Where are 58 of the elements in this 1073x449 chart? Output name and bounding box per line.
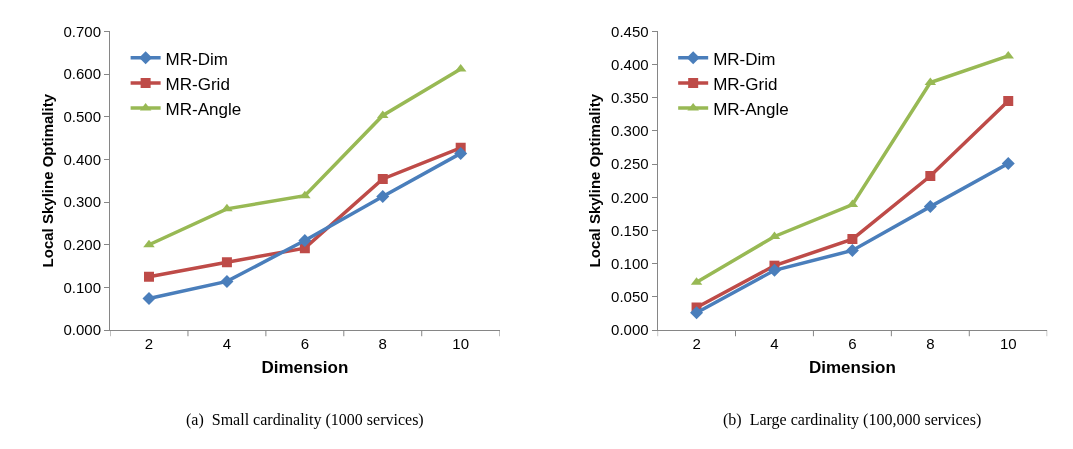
legend-label: MR-Grid (713, 74, 778, 94)
x-tick-label: 6 (848, 335, 857, 353)
point (847, 234, 858, 245)
point (142, 291, 156, 305)
legend-label: MR-Dim (165, 49, 228, 69)
x-tick-label: 8 (378, 335, 387, 353)
point (845, 243, 859, 257)
y-tick-label: 0.050 (611, 288, 649, 306)
x-tick-label: 10 (452, 335, 470, 353)
y-tick-label: 0.350 (611, 88, 649, 106)
x-axis-title: Dimension (261, 358, 349, 378)
legend-label: MR-Angle (165, 99, 242, 119)
y-tick-label: 0.450 (611, 22, 649, 40)
point (1003, 96, 1014, 107)
y-tick-label: 0.700 (63, 22, 102, 40)
text: (a) Small cardinality (1000 services) (186, 411, 424, 429)
y-tick-label: 0.400 (63, 150, 102, 168)
point (220, 274, 234, 288)
y-tick-label: 0.500 (63, 107, 102, 125)
legend-label: MR-Grid (165, 74, 230, 94)
point (376, 190, 390, 203)
y-tick-label: 0.600 (63, 65, 102, 83)
point (144, 271, 154, 282)
y-tick-label: 0.200 (611, 188, 649, 206)
y-tick-label: 0.000 (611, 321, 649, 339)
point (143, 239, 155, 248)
point (1001, 156, 1015, 170)
point (221, 257, 232, 268)
text: (b) Large cardinality (100,000 services) (723, 411, 982, 429)
point (299, 190, 311, 199)
x-tick-label: 2 (692, 335, 701, 353)
x-tick-label: 4 (770, 335, 779, 353)
x-tick-label: 2 (144, 335, 154, 353)
point (923, 200, 937, 214)
x-tick-label: 8 (926, 335, 935, 353)
point (454, 146, 468, 160)
x-tick-label: 4 (222, 335, 232, 353)
y-tick-label: 0.300 (611, 122, 649, 140)
point (377, 174, 388, 184)
x-tick-label: 6 (300, 335, 310, 353)
point (690, 306, 704, 320)
legend-label: MR-Dim (713, 49, 776, 69)
y-tick-label: 0.250 (611, 155, 649, 173)
y-axis-title: Local Skyline Optimality (38, 93, 56, 268)
point (298, 233, 312, 247)
y-tick-label: 0.000 (63, 321, 102, 339)
x-axis-title: Dimension (808, 358, 896, 378)
point (767, 263, 781, 277)
y-axis-title: Local Skyline Optimality (586, 93, 604, 268)
x-tick-label: 10 (999, 335, 1017, 353)
y-tick-label: 0.150 (611, 221, 649, 239)
legend-label: MR-Angle (713, 99, 789, 119)
y-tick-label: 0.100 (63, 278, 102, 296)
y-tick-label: 0.300 (63, 193, 102, 211)
y-tick-label: 0.200 (63, 235, 102, 253)
y-tick-label: 0.100 (611, 254, 649, 272)
y-tick-label: 0.400 (611, 55, 649, 73)
point (925, 171, 936, 182)
